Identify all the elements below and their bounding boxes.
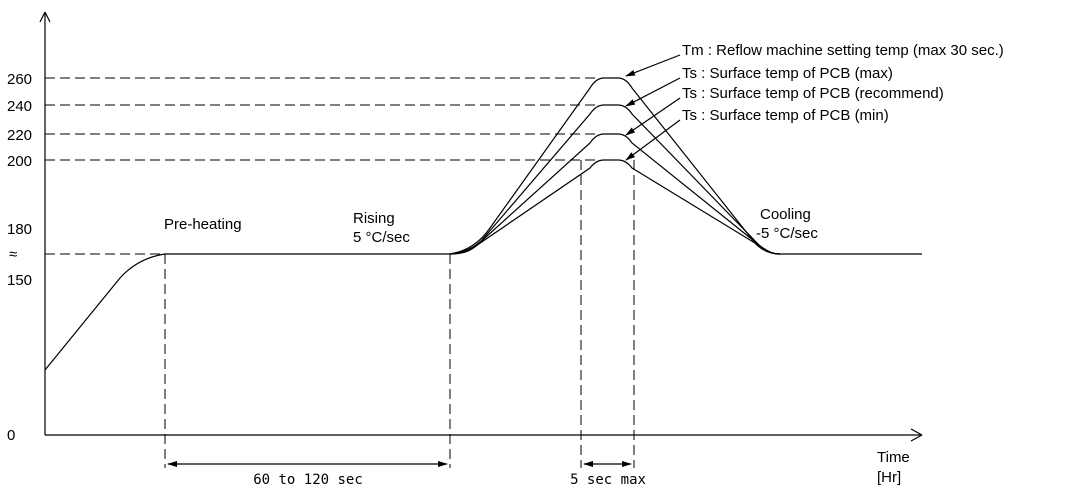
series-label-ts-max: Ts : Surface temp of PCB (max) [682, 65, 893, 82]
peak-duration-label: 5 sec max [570, 472, 646, 488]
y-tick-260: 260 [7, 71, 32, 88]
leader-lines [625, 54, 681, 161]
leader-ts-recommend [625, 97, 681, 136]
x-axis-title: Time [877, 449, 910, 466]
curve-ts-max-240 [449, 104, 781, 255]
series-label-ts-min: Ts : Surface temp of PCB (min) [682, 107, 889, 124]
leader-tm [625, 54, 681, 77]
x-axis-arrow-top [910, 428, 923, 436]
annotation-preheat: Pre-heating [164, 216, 242, 233]
y-tick-0: 0 [7, 427, 15, 444]
leader-ts-min [625, 119, 681, 161]
x-axis-label: Time [Hr] [877, 449, 910, 486]
y-axis-arrow-right [44, 11, 51, 23]
preheat-duration-label: 60 to 120 sec [253, 472, 363, 488]
y-tick-220: 220 [7, 127, 32, 144]
curve-tm-260 [449, 77, 781, 255]
annotation-rising-rate: 5 °C/sec [353, 229, 410, 246]
curve-preheat [44, 253, 450, 371]
y-tick-labels: 0 150 ≈ 180 200 220 240 260 [7, 71, 32, 444]
axes [39, 11, 923, 442]
y-axis-arrow-left [39, 11, 46, 23]
annotation-cooling-title: Cooling [760, 206, 811, 223]
x-axis-arrow-bottom [910, 434, 923, 442]
duration-markers: 60 to 120 sec 5 sec max [167, 461, 646, 488]
y-tick-break: ≈ [9, 246, 17, 263]
y-tick-180: 180 [7, 221, 32, 238]
leader-ts-max [625, 77, 681, 107]
x-axis-unit: [Hr] [877, 469, 901, 486]
annotation-rising-title: Rising [353, 210, 395, 227]
series-label-ts-recommend: Ts : Surface temp of PCB (recommend) [682, 85, 944, 102]
y-tick-200: 200 [7, 153, 32, 170]
profile-curves [44, 77, 922, 371]
annotation-cooling-rate: -5 °C/sec [756, 225, 818, 242]
reference-lines [45, 77, 597, 255]
series-labels: Tm : Reflow machine setting temp (max 30… [682, 42, 1004, 124]
y-tick-150: 150 [7, 272, 32, 289]
phase-annotations: Pre-heating Rising 5 °C/sec Cooling -5 °… [164, 206, 818, 246]
curve-ts-recommend-220 [449, 133, 781, 255]
curve-ts-min-200 [449, 159, 781, 255]
y-tick-240: 240 [7, 98, 32, 115]
vertical-guides [164, 160, 635, 468]
series-label-tm: Tm : Reflow machine setting temp (max 30… [682, 42, 1004, 59]
